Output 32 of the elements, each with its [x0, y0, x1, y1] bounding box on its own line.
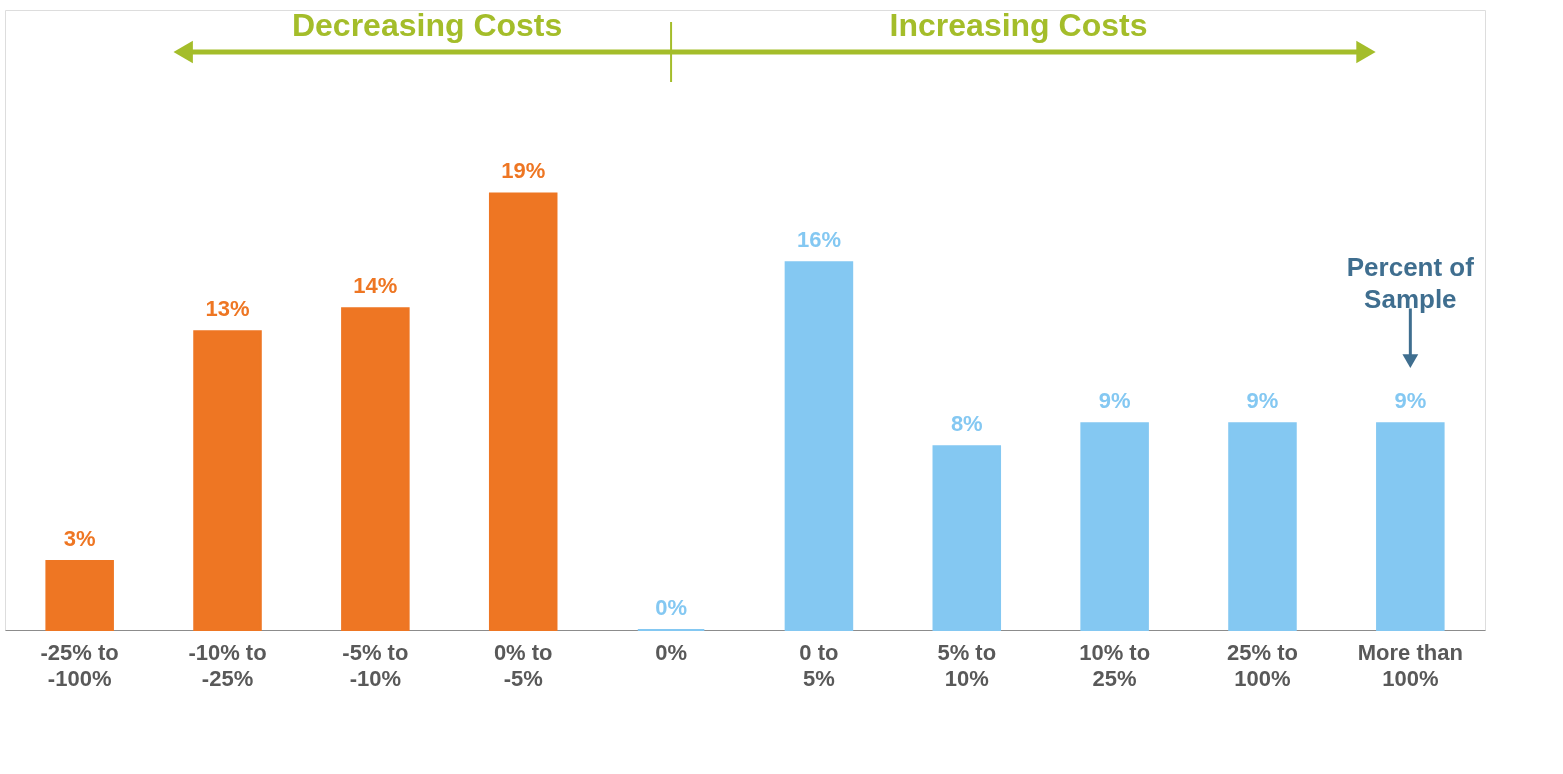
- bar: [784, 261, 854, 631]
- data-label: 14%: [353, 273, 398, 299]
- x-tick-label: 0% to -5%: [493, 639, 553, 691]
- text: Decreasing Costs: [291, 7, 563, 43]
- x-tick-label: -10% to -25%: [188, 639, 267, 691]
- x-tick-label: 5% to 10%: [937, 639, 997, 691]
- x-tick-label: 0%: [655, 639, 687, 665]
- x-tick-label: 10% to 25%: [1079, 639, 1151, 691]
- bar: [1080, 422, 1149, 631]
- bar: [45, 560, 114, 631]
- x-tick-label: -5% to -10%: [342, 639, 409, 691]
- data-label: 9%: [1098, 388, 1131, 414]
- data-label: 13%: [205, 296, 250, 322]
- data-label: 0%: [655, 595, 687, 620]
- bar: [341, 307, 410, 631]
- data-label: 19%: [501, 158, 546, 184]
- x-tick-label: -25% to -100%: [40, 639, 119, 691]
- data-label: 9%: [1394, 388, 1427, 414]
- bar: [1376, 422, 1445, 631]
- bar: [488, 192, 558, 631]
- data-label: 16%: [796, 227, 841, 253]
- bar: [193, 330, 262, 631]
- data-label: 3%: [63, 526, 96, 552]
- annotation: Percent of Sample: [1346, 252, 1475, 315]
- x-tick-label: 25% to 100%: [1227, 639, 1298, 691]
- x-tick-label: More than 100%: [1357, 639, 1463, 691]
- bar: [932, 445, 1002, 631]
- data-label: 9%: [1246, 388, 1279, 414]
- data-label: 8%: [950, 411, 983, 437]
- bar: [1228, 422, 1297, 631]
- x-tick-label: 0 to 5%: [799, 639, 839, 691]
- text: Increasing Costs: [889, 7, 1148, 43]
